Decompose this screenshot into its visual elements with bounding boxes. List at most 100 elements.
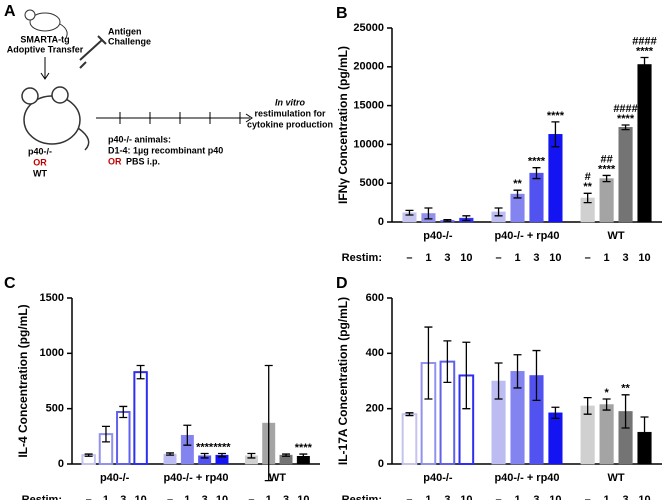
x-tick-label: – — [167, 494, 173, 500]
error-bar — [217, 452, 226, 458]
x-tick-label: 10 — [460, 252, 472, 264]
panel-label: B — [336, 5, 348, 22]
x-tick-label: 3 — [533, 252, 539, 264]
group-label: p40-/- + rp40 — [163, 472, 228, 484]
significance: **** — [528, 156, 546, 168]
significance: **** — [617, 113, 635, 125]
treatment-or: OR — [108, 156, 122, 166]
panel-label: A — [4, 3, 16, 20]
y-tick-label: 5000 — [360, 177, 384, 189]
x-tick-label: 10 — [297, 494, 309, 500]
error-bar — [136, 364, 145, 380]
y-axis-label: IL-17A Concentration (pg/mL) — [336, 297, 350, 465]
x-tick-label: 3 — [283, 494, 289, 500]
error-bar — [443, 219, 452, 222]
error-bar — [183, 424, 192, 446]
error-bar — [551, 406, 560, 419]
error-bar — [264, 364, 273, 482]
group-label: WT — [269, 472, 286, 484]
challenge: Antigen — [108, 26, 142, 36]
bar — [548, 412, 563, 465]
panel-a: A SMARTA-tg Adoptive Transfer Antigen Ch… — [4, 3, 333, 178]
error-bar — [299, 453, 308, 460]
bar — [599, 404, 614, 465]
transfer: Adoptive Transfer — [7, 44, 84, 54]
significance: # — [585, 171, 591, 183]
y-axis-label: IFNγ Concentration (pg/mL) — [336, 46, 350, 204]
error-bar — [621, 124, 630, 131]
error-bar — [602, 398, 611, 411]
y-tick-label: 0 — [378, 216, 384, 228]
bar — [618, 127, 633, 223]
group-label: WT — [608, 230, 625, 242]
bar — [401, 413, 418, 466]
group-label: p40-/- — [423, 230, 453, 242]
y-tick-label: 1000 — [40, 347, 64, 359]
recipient: WT — [33, 168, 47, 178]
error-bar — [513, 189, 522, 199]
significance: **** — [213, 441, 231, 453]
recipient-tail — [77, 127, 90, 151]
y-tick-label: 20000 — [353, 61, 384, 73]
x-tick-label: 1 — [514, 252, 520, 264]
y-tick-label: 0 — [58, 458, 64, 470]
x-tick-label: – — [406, 252, 412, 264]
y-tick-label: 25000 — [353, 22, 384, 34]
x-tick-label: 10 — [638, 494, 650, 500]
error-bar — [424, 326, 433, 400]
y-tick-label: 200 — [366, 403, 384, 415]
error-bar — [424, 207, 433, 220]
error-bar — [119, 405, 128, 419]
chart: D IL-17A Concentration (pg/mL) 0 200 400 600 p… — [336, 275, 662, 500]
significance: **** — [636, 45, 654, 57]
error-bar — [101, 425, 110, 443]
x-tick-label: 1 — [514, 494, 520, 500]
x-tick-label: – — [585, 252, 591, 264]
x-tick-label: – — [406, 494, 412, 500]
bar — [116, 410, 131, 465]
significance: * — [604, 387, 609, 399]
panel-label: C — [4, 275, 16, 292]
x-tick-label: 10 — [638, 252, 650, 264]
x-axis-label: Restim: — [22, 494, 62, 500]
x-axis-label: Restim: — [342, 494, 382, 500]
error-bar — [462, 215, 471, 222]
x-tick-label: 3 — [444, 494, 450, 500]
x-tick-label: – — [496, 494, 502, 500]
error-bar — [532, 349, 541, 402]
bar — [529, 172, 544, 223]
recipient: p40-/- — [28, 146, 52, 156]
x-tick-label: 10 — [549, 252, 561, 264]
group-label: p40-/- — [100, 472, 130, 484]
significance: ** — [621, 383, 630, 395]
x-tick-label: 3 — [623, 494, 629, 500]
error-bar — [443, 340, 452, 384]
treatment: p40-/- animals: — [108, 134, 171, 144]
x-tick-label: 1 — [425, 494, 431, 500]
timeline — [96, 112, 253, 124]
donor-tail — [59, 23, 68, 39]
significance: **** — [547, 110, 565, 122]
significance: **** — [295, 442, 313, 454]
error-bar — [282, 453, 291, 457]
x-tick-label: 3 — [120, 494, 126, 500]
error-bar — [166, 452, 175, 456]
recipient-ear — [21, 87, 39, 105]
recipient-or: OR — [33, 157, 47, 167]
y-tick-label: 1500 — [40, 292, 64, 304]
x-tick-label: 1 — [266, 494, 272, 500]
significance: #### — [632, 35, 656, 47]
significance: **** — [598, 163, 616, 175]
x-axis-label: Restim: — [342, 252, 382, 264]
group-label: p40-/- + rp40 — [494, 230, 559, 242]
x-tick-label: – — [248, 494, 254, 500]
error-bar — [84, 453, 93, 457]
x-tick-label: 10 — [549, 494, 561, 500]
x-tick-label: – — [86, 494, 92, 500]
significance: #### — [613, 103, 637, 115]
error-bar — [583, 396, 592, 415]
x-tick-label: 10 — [134, 494, 146, 500]
readout: cytokine production — [247, 119, 333, 129]
error-bar — [405, 209, 414, 216]
